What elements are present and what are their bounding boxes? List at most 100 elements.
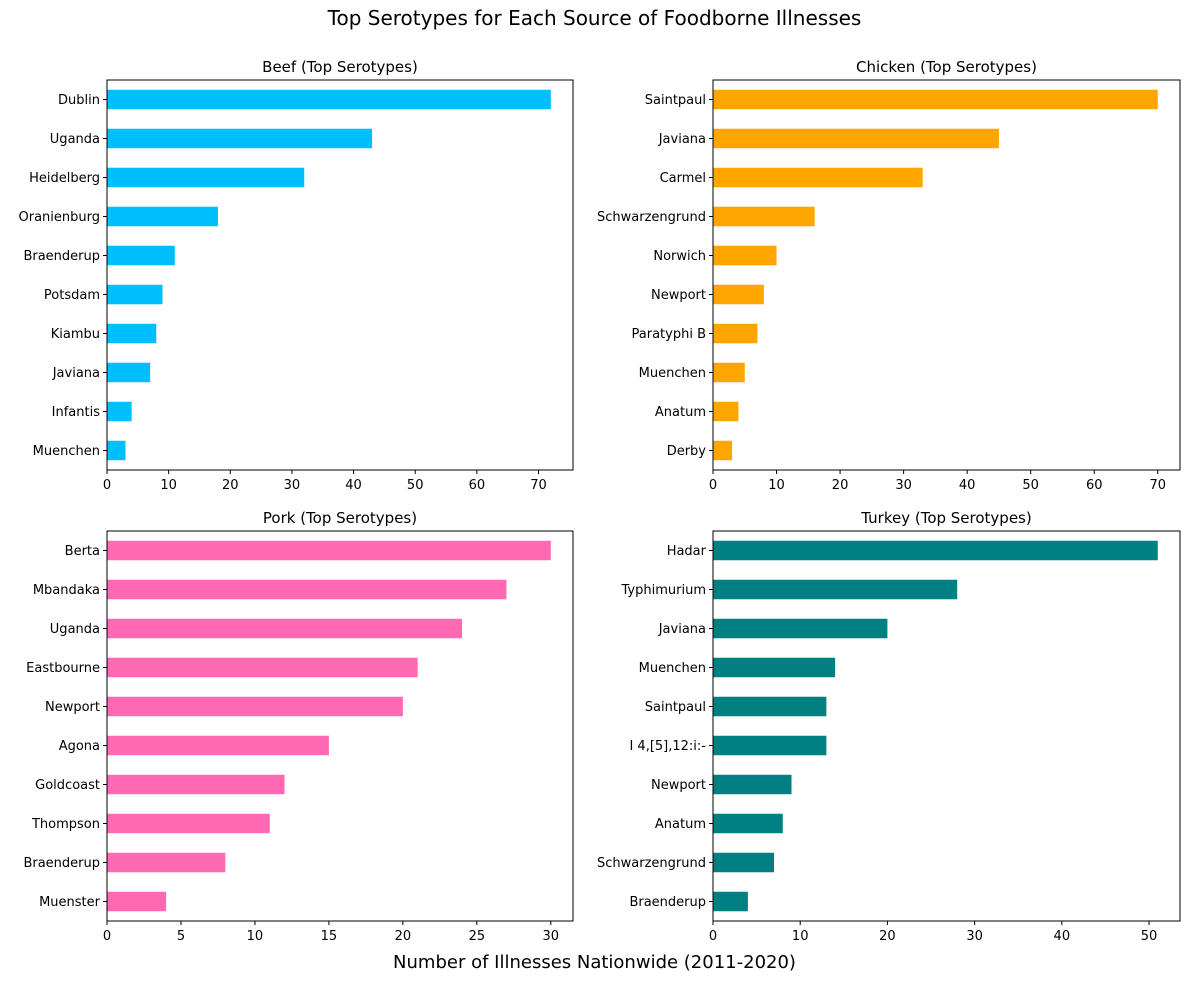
category-label-chicken: Muenchen	[639, 366, 706, 381]
axes-frame-pork	[106, 530, 574, 922]
bar-turkey-typhimurium	[713, 579, 958, 600]
xtick-label-beef: 0	[103, 478, 111, 493]
category-label-turkey: I 4,[5],12:i:-	[629, 739, 706, 754]
axes-frame-beef	[106, 79, 574, 471]
panel-pork: Berta Mbandaka Uganda Eastbourne Newport Agon…	[23, 509, 574, 944]
xtick-label-beef: 60	[469, 478, 486, 493]
bar-beef-braenderup	[107, 245, 175, 266]
axes-frame-chicken	[712, 79, 1181, 471]
xtick-label-pork: 10	[247, 929, 264, 944]
bar-chicken-carmel	[713, 167, 923, 188]
panel-chicken: Saintpaul Javiana Carmel Schwarzengrund Norw…	[597, 58, 1181, 493]
category-label-beef: Infantis	[52, 405, 101, 420]
category-label-pork: Braenderup	[23, 856, 100, 871]
xtick-label-chicken: 20	[832, 478, 849, 493]
panel-title-pork: Pork (Top Serotypes)	[263, 509, 417, 527]
category-label-beef: Heidelberg	[29, 171, 100, 186]
category-label-pork: Thompson	[31, 817, 100, 832]
xtick-label-beef: 30	[284, 478, 301, 493]
bar-turkey-hadar	[713, 540, 1158, 561]
bar-turkey-i-4-5-12-i	[713, 735, 827, 756]
xtick-label-turkey: 20	[879, 929, 896, 944]
category-label-beef: Muenchen	[33, 444, 100, 459]
bar-chicken-paratyphi-b	[713, 323, 758, 344]
panel-title-chicken: Chicken (Top Serotypes)	[856, 58, 1037, 76]
bar-beef-uganda	[107, 128, 373, 149]
xtick-label-turkey: 50	[1141, 929, 1158, 944]
xtick-label-chicken: 0	[709, 478, 717, 493]
category-label-turkey: Schwarzengrund	[597, 856, 706, 871]
category-label-pork: Newport	[45, 700, 100, 715]
xtick-label-chicken: 40	[959, 478, 976, 493]
xtick-label-turkey: 30	[966, 929, 983, 944]
bar-pork-uganda	[107, 618, 463, 639]
category-label-pork: Muenster	[39, 895, 101, 910]
bar-pork-agona	[107, 735, 329, 756]
category-label-chicken: Javiana	[658, 132, 706, 147]
category-label-chicken: Schwarzengrund	[597, 210, 706, 225]
bar-pork-berta	[107, 540, 551, 561]
bar-turkey-anatum	[713, 813, 783, 834]
xtick-label-chicken: 30	[895, 478, 912, 493]
category-label-pork: Berta	[65, 544, 100, 559]
bar-chicken-javiana	[713, 128, 999, 149]
xtick-label-pork: 0	[103, 929, 111, 944]
xtick-label-chicken: 50	[1022, 478, 1039, 493]
xtick-label-beef: 50	[407, 478, 424, 493]
xtick-label-turkey: 0	[709, 929, 717, 944]
bar-turkey-schwarzengrund	[713, 852, 775, 873]
category-label-beef: Kiambu	[51, 327, 100, 342]
bar-beef-infantis	[107, 401, 132, 422]
bar-chicken-muenchen	[713, 362, 745, 383]
panel-title-turkey: Turkey (Top Serotypes)	[860, 509, 1031, 527]
bar-turkey-newport	[713, 774, 792, 795]
category-label-turkey: Hadar	[667, 544, 707, 559]
xtick-label-chicken: 70	[1149, 478, 1166, 493]
bar-chicken-anatum	[713, 401, 739, 422]
category-label-chicken: Norwich	[653, 249, 706, 264]
category-label-beef: Uganda	[50, 132, 100, 147]
category-label-turkey: Saintpaul	[645, 700, 706, 715]
bar-pork-mbandaka	[107, 579, 507, 600]
category-label-turkey: Braenderup	[629, 895, 706, 910]
xtick-label-beef: 20	[222, 478, 239, 493]
xtick-label-beef: 40	[345, 478, 362, 493]
bar-beef-oranienburg	[107, 206, 218, 227]
axes-frame-turkey	[712, 530, 1181, 922]
bar-pork-newport	[107, 696, 403, 717]
xtick-label-pork: 30	[543, 929, 560, 944]
xtick-label-turkey: 40	[1054, 929, 1071, 944]
figure-x-axis-label: Number of Illnesses Nationwide (2011-202…	[393, 952, 796, 973]
xtick-label-pork: 5	[177, 929, 185, 944]
category-label-beef: Oranienburg	[19, 210, 101, 225]
category-label-pork: Eastbourne	[26, 661, 100, 676]
category-label-chicken: Anatum	[655, 405, 706, 420]
bar-turkey-saintpaul	[713, 696, 827, 717]
xtick-label-pork: 25	[469, 929, 486, 944]
panel-beef: Dublin Uganda Heidelberg Oranienburg Braende…	[19, 58, 574, 493]
category-label-beef: Javiana	[52, 366, 100, 381]
bar-chicken-saintpaul	[713, 89, 1158, 110]
category-label-beef: Dublin	[58, 93, 100, 108]
bar-pork-goldcoast	[107, 774, 285, 795]
bar-beef-heidelberg	[107, 167, 305, 188]
bar-beef-dublin	[107, 89, 551, 110]
bar-chicken-newport	[713, 284, 764, 305]
bar-chicken-norwich	[713, 245, 777, 266]
category-label-beef: Braenderup	[23, 249, 100, 264]
bar-beef-javiana	[107, 362, 151, 383]
category-label-turkey: Typhimurium	[621, 583, 706, 598]
xtick-label-pork: 15	[321, 929, 338, 944]
category-label-turkey: Muenchen	[639, 661, 706, 676]
xtick-label-turkey: 10	[792, 929, 809, 944]
category-label-pork: Mbandaka	[33, 583, 100, 598]
xtick-label-chicken: 10	[768, 478, 785, 493]
bar-pork-eastbourne	[107, 657, 418, 678]
bar-pork-muenster	[107, 891, 167, 912]
xtick-label-chicken: 60	[1086, 478, 1103, 493]
bar-beef-potsdam	[107, 284, 163, 305]
category-label-chicken: Derby	[667, 444, 707, 459]
category-label-chicken: Saintpaul	[645, 93, 706, 108]
panel-title-beef: Beef (Top Serotypes)	[262, 58, 418, 76]
